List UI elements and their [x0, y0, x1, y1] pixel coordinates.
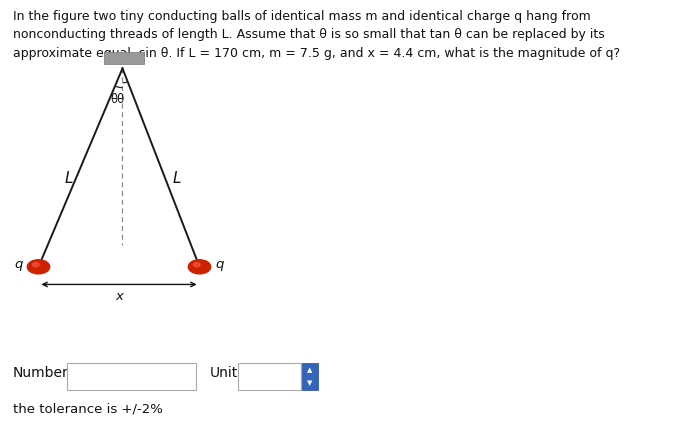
Circle shape — [193, 262, 200, 267]
Text: Units: Units — [210, 366, 246, 380]
FancyBboxPatch shape — [238, 363, 301, 390]
Text: θθ: θθ — [111, 93, 125, 106]
Text: ▼: ▼ — [307, 380, 313, 386]
FancyBboxPatch shape — [302, 363, 318, 390]
Circle shape — [32, 262, 39, 267]
FancyBboxPatch shape — [104, 52, 144, 64]
Circle shape — [27, 260, 50, 274]
Text: L: L — [64, 171, 73, 186]
Text: L: L — [172, 171, 181, 186]
Text: x: x — [115, 290, 123, 303]
Text: ▲: ▲ — [307, 367, 313, 374]
Text: Number: Number — [13, 366, 69, 380]
Text: q: q — [15, 258, 23, 271]
Text: the tolerance is +/-2%: the tolerance is +/-2% — [13, 403, 162, 416]
Text: In the figure two tiny conducting balls of identical mass m and identical charge: In the figure two tiny conducting balls … — [13, 10, 620, 60]
Text: q: q — [215, 258, 223, 271]
Circle shape — [188, 260, 211, 274]
FancyBboxPatch shape — [66, 363, 196, 390]
